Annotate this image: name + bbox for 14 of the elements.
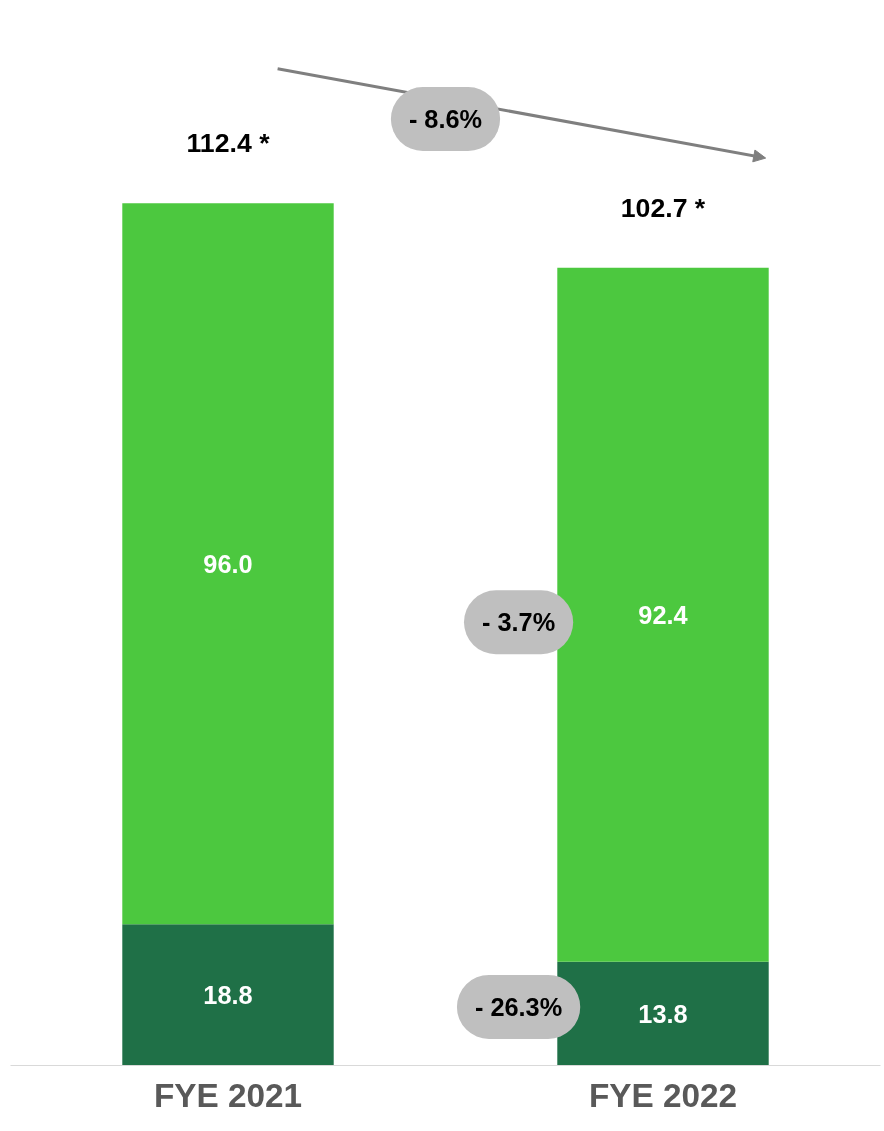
data-label: 96.0 xyxy=(203,549,253,578)
x-tick-label: FYE 2022 xyxy=(588,1076,738,1114)
text: 112.4 * xyxy=(186,128,271,159)
bar xyxy=(122,924,334,1066)
annotation: 102.7 * xyxy=(620,192,706,223)
data-label: 18.8 xyxy=(203,980,253,1009)
bar xyxy=(557,267,769,962)
data-label: 92.4 xyxy=(638,600,688,629)
bar xyxy=(122,203,334,925)
text: - 8.6% xyxy=(408,105,483,134)
annotation: - 26.3% xyxy=(474,992,563,1021)
data-label: 13.8 xyxy=(638,999,688,1028)
annotation: - 3.7% xyxy=(481,608,556,637)
x-tick-label: FYE 2021 xyxy=(153,1076,303,1114)
